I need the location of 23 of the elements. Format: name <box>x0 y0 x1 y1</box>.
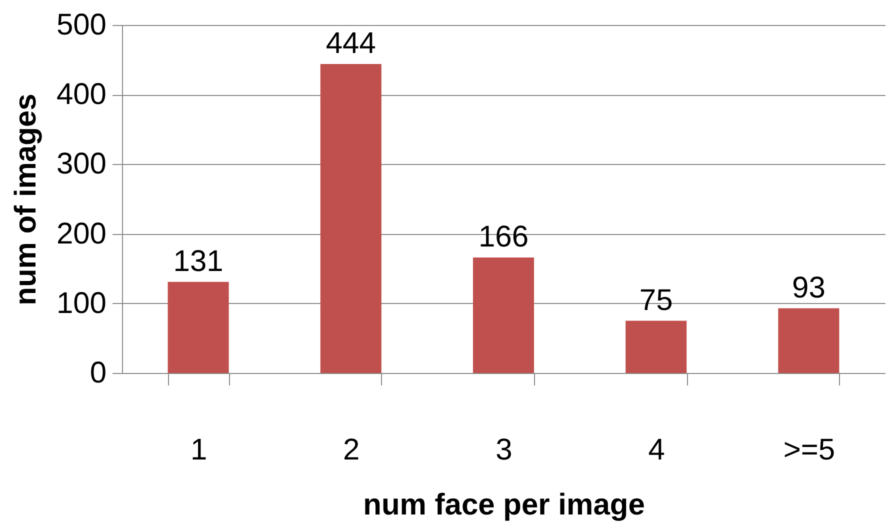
x-tick-label: 1 <box>190 434 208 466</box>
bar <box>472 257 534 373</box>
y-tick-label: 0 <box>90 356 106 390</box>
x-tick-label: 4 <box>648 434 665 466</box>
y-tick-label: 300 <box>56 148 106 181</box>
bar <box>168 282 229 373</box>
x-tick-label: 2 <box>343 434 360 466</box>
y-tick-label: 400 <box>56 78 106 112</box>
x-tick-label: >=5 <box>783 434 836 466</box>
y-axis-title: num of images <box>9 94 42 306</box>
data-label: 444 <box>326 26 376 60</box>
y-tick-label: 100 <box>56 286 106 320</box>
data-label: 75 <box>639 284 673 317</box>
data-label: 166 <box>478 220 529 254</box>
x-tick-label: 3 <box>496 434 512 466</box>
y-tick-label: 500 <box>56 8 106 42</box>
y-tick-label: 200 <box>56 217 106 250</box>
bar <box>778 308 840 373</box>
bar <box>320 64 382 373</box>
x-axis-title: num face per image <box>363 488 645 522</box>
data-label: 93 <box>792 271 826 304</box>
bar <box>626 320 687 373</box>
data-label: 131 <box>173 244 224 278</box>
